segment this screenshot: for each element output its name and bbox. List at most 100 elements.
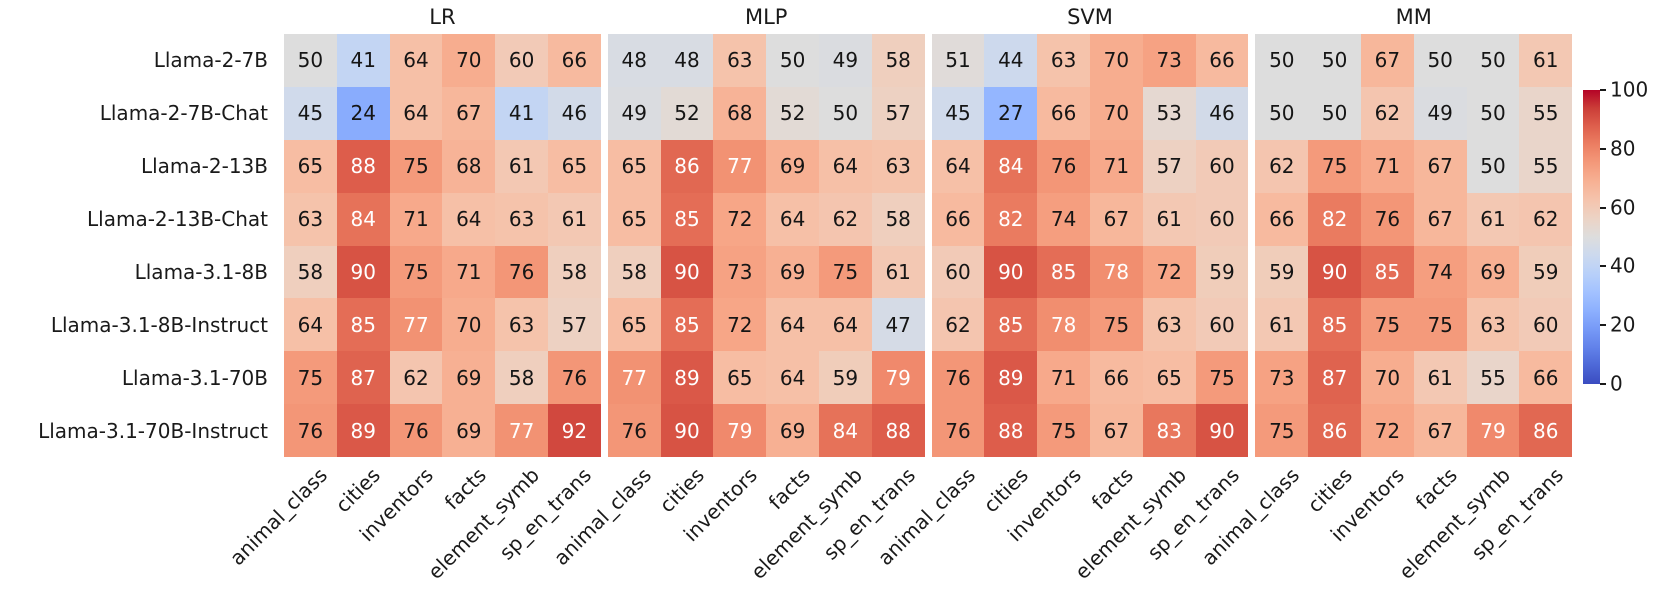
colorbar-tick-label: 40	[1610, 253, 1636, 278]
heatmap-cell: 60	[931, 245, 985, 299]
heatmap-cell: 79	[713, 404, 767, 458]
colorbar-tick	[1600, 89, 1606, 91]
heatmap-cell: 90	[660, 245, 714, 299]
heatmap-cell: 55	[1519, 139, 1573, 193]
heatmap-cell: 85	[660, 192, 714, 246]
heatmap-cell: 50	[284, 34, 337, 87]
heatmap-cell: 71	[1089, 139, 1143, 193]
heatmap-cell: 69	[442, 351, 496, 405]
heatmap-cell: 59	[1255, 245, 1309, 299]
panel-grid: 50 41 64 70 60 66 45 24 64 67 41 46 65 88 75 68 61 65 63 84…	[284, 34, 601, 458]
heatmap-cell: 90	[660, 404, 714, 458]
heatmap-cell: 62	[1255, 139, 1309, 193]
heatmap-cell: 89	[984, 351, 1038, 405]
heatmap-cell: 65	[284, 139, 337, 193]
panel-title: MLP	[744, 5, 788, 29]
row-label: Llama-2-13B-Chat	[87, 207, 268, 232]
heatmap-cell: 61	[1413, 351, 1467, 405]
heatmap-cell: 50	[1413, 34, 1467, 87]
heatmap-cell: 72	[713, 192, 767, 246]
row-label: Llama-2-13B	[140, 154, 268, 179]
heatmap-cell: 48	[607, 34, 661, 87]
heatmap-cell: 60	[1195, 192, 1249, 246]
heatmap-cell: 74	[1413, 245, 1467, 299]
heatmap-cell: 75	[1413, 298, 1467, 352]
heatmap-cell: 65	[607, 298, 661, 352]
heatmap-cell: 58	[871, 34, 925, 87]
heatmap-cell: 62	[1360, 86, 1414, 140]
heatmap-cell: 60	[495, 34, 548, 87]
heatmap-cell: 69	[766, 139, 819, 193]
row-label: Llama-2-7B-Chat	[99, 101, 268, 126]
heatmap-cell: 27	[984, 86, 1038, 140]
heatmap-cell: 75	[1089, 298, 1143, 352]
heatmap-cell: 73	[713, 245, 767, 299]
heatmap-cell: 70	[442, 298, 496, 352]
heatmap-cell: 71	[1360, 139, 1414, 193]
heatmap-cell: 77	[495, 404, 548, 458]
heatmap-cell: 75	[1195, 351, 1249, 405]
heatmap-cell: 61	[1255, 298, 1309, 352]
heatmap-cell: 58	[607, 245, 661, 299]
heatmap-panels: LR 50 41 64 70 60 66 45 24 64 67 41 46 65 88 75 68 61 65 63…	[284, 0, 1573, 458]
heatmap-cell: 67	[1413, 192, 1467, 246]
heatmap-cell: 50	[1308, 34, 1361, 87]
heatmap-cell: 52	[766, 86, 819, 140]
heatmap-cell: 84	[984, 139, 1038, 193]
heatmap-cell: 64	[766, 351, 819, 405]
panel-grid: 50 50 67 50 50 61 50 50 62 49 50 55 62 75 71 67 50 55 66 82…	[1255, 34, 1573, 458]
panel-grid: 48 48 63 50 49 58 49 52 68 52 50 57 65 86 77 69 64 63 65 85…	[607, 34, 925, 458]
heatmap-cell: 85	[660, 298, 714, 352]
heatmap-cell: 62	[1519, 192, 1573, 246]
colorbar-tick-label: 100	[1610, 77, 1649, 102]
heatmap-cell: 66	[931, 192, 985, 246]
heatmap-cell: 63	[713, 34, 767, 87]
heatmap-cell: 67	[1413, 139, 1467, 193]
panel-title: SVM	[1067, 5, 1113, 29]
heatmap-cell: 67	[1360, 34, 1414, 87]
heatmap-cell: 64	[442, 192, 496, 246]
heatmap-cell: 66	[1037, 86, 1090, 140]
heatmap-cell: 65	[607, 192, 661, 246]
colorbar-tick	[1600, 265, 1606, 268]
panel-LR: LR 50 41 64 70 60 66 45 24 64 67 41 46 65 88 75 68 61 65 63…	[284, 0, 601, 458]
heatmap-cell: 75	[1037, 404, 1090, 458]
heatmap-cell: 69	[442, 404, 496, 458]
heatmap-cell: 70	[1360, 351, 1414, 405]
heatmap-cell: 90	[1308, 245, 1361, 299]
heatmap-cell: 72	[1142, 245, 1196, 299]
heatmap-cell: 84	[818, 404, 872, 458]
heatmap-cell: 50	[1255, 34, 1309, 87]
heatmap-cell: 67	[1089, 192, 1143, 246]
heatmap-cell: 75	[389, 139, 443, 193]
heatmap-cell: 70	[442, 34, 496, 87]
heatmap-cell: 86	[1519, 404, 1573, 458]
heatmap-cell: 48	[660, 34, 714, 87]
heatmap-cell: 69	[766, 245, 819, 299]
heatmap-cell: 45	[284, 86, 337, 140]
colorbar-tick-label: 80	[1610, 136, 1636, 161]
heatmap-cell: 62	[818, 192, 872, 246]
heatmap-cell: 76	[931, 404, 985, 458]
heatmap-cell: 63	[1142, 298, 1196, 352]
row-label: Llama-3.1-70B-Instruct	[38, 418, 268, 443]
heatmap-cell: 60	[1195, 298, 1249, 352]
heatmap-cell: 75	[818, 245, 872, 299]
heatmap-cell: 82	[984, 192, 1038, 246]
colorbar-tick-label: 60	[1610, 195, 1636, 220]
heatmap-cell: 58	[871, 192, 925, 246]
x-tick-label: animal_class	[225, 463, 333, 571]
heatmap-cell: 64	[766, 192, 819, 246]
heatmap-cell: 67	[1089, 404, 1143, 458]
heatmap-cell: 88	[984, 404, 1038, 458]
heatmap-cell: 66	[1255, 192, 1309, 246]
heatmap-cell: 64	[389, 34, 443, 87]
heatmap-cell: 70	[1089, 34, 1143, 87]
heatmap-cell: 62	[931, 298, 985, 352]
heatmap-cell: 84	[336, 192, 390, 246]
heatmap-cell: 75	[284, 351, 337, 405]
heatmap-cell: 50	[1466, 86, 1520, 140]
row-label: Llama-2-7B	[153, 48, 268, 73]
heatmap-cell: 59	[1195, 245, 1249, 299]
heatmap-cell: 24	[336, 86, 390, 140]
